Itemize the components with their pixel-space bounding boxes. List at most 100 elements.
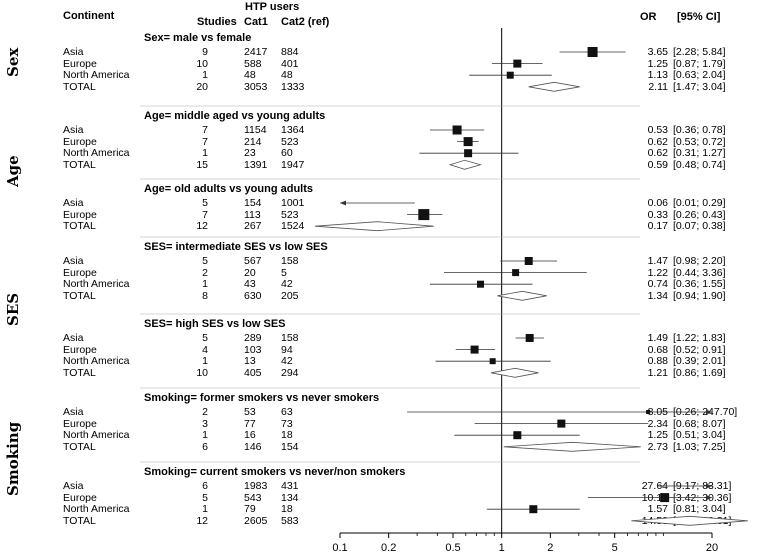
row-studies: 5 xyxy=(202,197,208,209)
row-studies: 1 xyxy=(202,278,208,291)
ci-arrow-left xyxy=(340,200,346,206)
row-or: 0.06 xyxy=(647,197,668,209)
row-cat1: 567 xyxy=(244,255,262,267)
row-studies: 1 xyxy=(202,355,208,368)
row-continent: Europe xyxy=(63,57,97,70)
row-cat2: 158 xyxy=(281,255,299,267)
row-ci: [1.22; 1.83] xyxy=(673,332,726,344)
row-or: 1.25 xyxy=(647,57,668,70)
point-estimate xyxy=(463,137,473,147)
row-continent: Europe xyxy=(63,208,97,221)
row-ci: [0.48; 0.74] xyxy=(673,158,726,171)
row-ci: [1.47; 3.04] xyxy=(673,80,726,93)
row-ci: [0.31; 1.27] xyxy=(673,147,726,160)
row-or: 0.59 xyxy=(647,158,668,171)
row-cat1: 103 xyxy=(244,343,262,356)
ci-arrow-right xyxy=(706,483,712,489)
row-ci: [0.44; 3.36] xyxy=(673,266,726,279)
row-cat1: 48 xyxy=(244,69,256,82)
row-cat1: 2417 xyxy=(244,46,268,58)
point-estimate xyxy=(646,410,651,414)
row-or: 0.17 xyxy=(647,220,668,233)
point-estimate xyxy=(513,59,522,68)
row-cat1: 214 xyxy=(244,135,262,148)
row-or: 0.68 xyxy=(647,343,668,356)
row-studies: 7 xyxy=(202,135,208,148)
row-continent: TOTAL xyxy=(63,80,96,93)
row-continent: North America xyxy=(63,503,130,516)
row-cat2: 884 xyxy=(281,46,299,58)
row-cat1: 20 xyxy=(244,266,256,279)
row-or: 2.73 xyxy=(647,440,668,453)
row-or: 0.33 xyxy=(647,208,668,221)
row-or: 3.65 xyxy=(647,46,668,58)
row-ci: [0.98; 2.20] xyxy=(673,255,726,267)
header-continent: Continent xyxy=(63,10,115,22)
row-cat1: 16 xyxy=(244,429,256,442)
row-studies: 6 xyxy=(202,440,208,453)
row-cat2: 134 xyxy=(281,491,299,504)
row-studies: 12 xyxy=(196,514,208,527)
row-or: 0.53 xyxy=(647,124,668,136)
row-cat2: 18 xyxy=(281,503,293,516)
row-cat2: 1333 xyxy=(281,80,305,93)
row-ci: [0.26; 0.43] xyxy=(673,208,726,221)
point-estimate xyxy=(489,358,496,365)
row-continent: TOTAL xyxy=(63,514,96,527)
row-cat2: 42 xyxy=(281,278,293,291)
row-ci: [0.68; 8.07] xyxy=(673,417,726,430)
row-continent: Europe xyxy=(63,417,97,430)
row-cat1: 53 xyxy=(244,406,256,418)
row-or: 1.25 xyxy=(647,429,668,442)
row-or: 1.21 xyxy=(647,366,668,379)
point-estimate xyxy=(464,149,473,158)
row-ci: [0.63; 2.04] xyxy=(673,69,726,82)
row-cat1: 23 xyxy=(244,147,256,160)
header-cat2: Cat2 (ref) xyxy=(281,16,330,28)
row-or: 1.34 xyxy=(647,289,668,302)
row-continent: Europe xyxy=(63,343,97,356)
row-continent: TOTAL xyxy=(63,158,96,171)
row-or: 27.64 xyxy=(641,480,668,492)
row-studies: 5 xyxy=(202,491,208,504)
row-continent: TOTAL xyxy=(63,289,96,302)
pooled-diamond xyxy=(503,441,641,452)
row-cat2: 18 xyxy=(281,429,293,442)
row-continent: Asia xyxy=(63,46,84,58)
point-estimate xyxy=(660,493,670,503)
row-cat1: 1154 xyxy=(244,124,267,136)
row-or: 0.62 xyxy=(647,135,668,148)
row-studies: 2 xyxy=(202,406,208,418)
row-studies: 1 xyxy=(202,429,208,442)
row-ci: [0.52; 0.91] xyxy=(673,343,726,356)
row-continent: Asia xyxy=(63,197,84,209)
row-ci: [0.94; 1.90] xyxy=(673,289,726,302)
row-studies: 7 xyxy=(202,208,208,221)
pooled-diamond xyxy=(528,81,580,92)
row-cat2: 523 xyxy=(281,208,299,221)
section-title: Smoking= current smokers vs never/non sm… xyxy=(144,466,406,478)
row-or: 0.88 xyxy=(647,355,668,368)
row-continent: Asia xyxy=(63,255,84,267)
row-cat1: 289 xyxy=(244,332,262,344)
row-cat2: 294 xyxy=(281,366,299,379)
section-title: SES= intermediate SES vs low SES xyxy=(144,241,328,253)
row-ci: [0.39; 2.01] xyxy=(673,355,726,368)
point-estimate xyxy=(452,125,462,135)
x-tick-label: 0.5 xyxy=(445,542,460,554)
point-estimate xyxy=(513,431,522,440)
row-cat2: 1524 xyxy=(281,220,305,233)
point-estimate xyxy=(512,269,520,277)
row-cat1: 630 xyxy=(244,289,262,302)
row-studies: 5 xyxy=(202,255,208,267)
row-continent: Asia xyxy=(63,480,84,492)
pooled-diamond xyxy=(314,221,434,232)
row-studies: 4 xyxy=(202,343,208,356)
row-or: 2.34 xyxy=(647,417,668,430)
row-cat2: 60 xyxy=(281,147,293,160)
row-cat1: 1391 xyxy=(244,158,268,171)
section-title: Smoking= former smokers vs never smokers xyxy=(144,392,380,404)
row-ci: [0.87; 1.79] xyxy=(673,57,726,70)
row-cat2: 205 xyxy=(281,289,299,302)
row-cat2: 73 xyxy=(281,417,293,430)
